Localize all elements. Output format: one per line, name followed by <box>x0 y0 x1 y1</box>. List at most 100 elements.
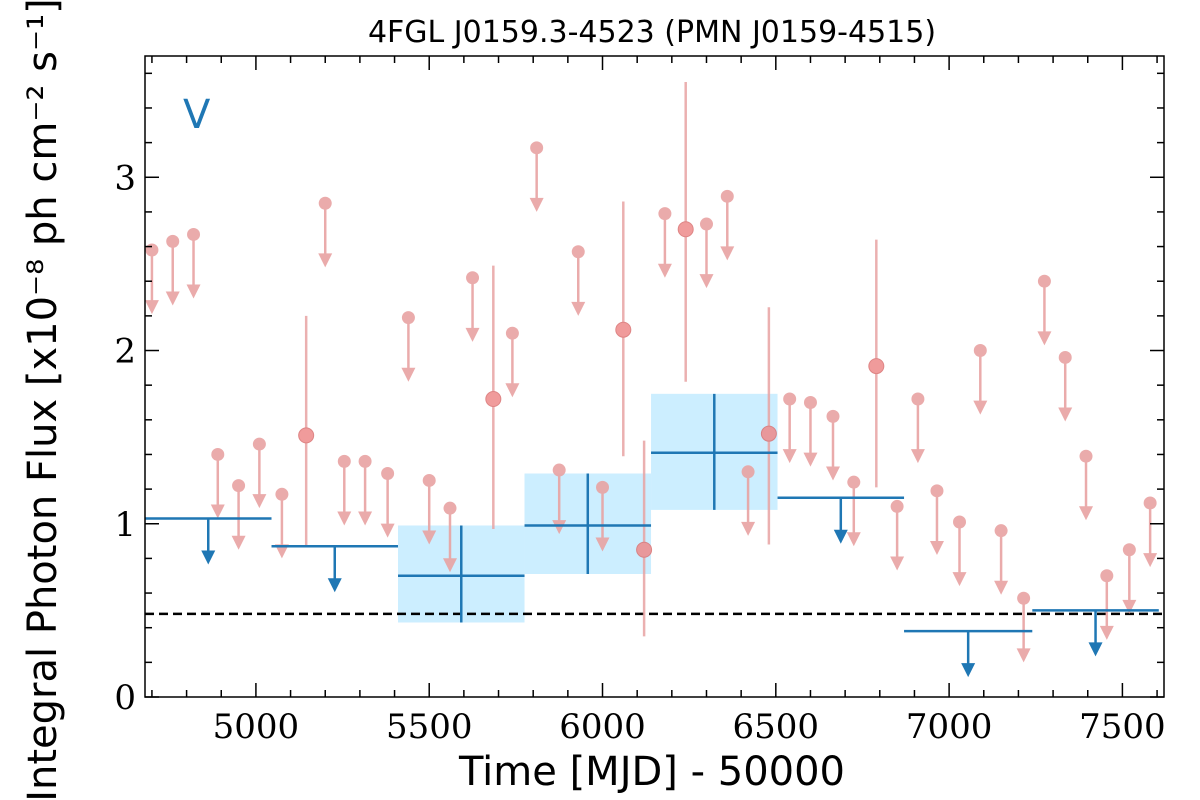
short-upper-limit <box>910 392 925 464</box>
short-upper-limit-head <box>825 466 840 481</box>
short-upper-limit-marker <box>1143 496 1157 510</box>
short-upper-limit <box>571 245 586 316</box>
short-upper-limit <box>825 409 840 481</box>
long-upper-limit-arrow <box>327 546 342 593</box>
short-upper-limit <box>1079 449 1094 521</box>
short-upper-limit-marker <box>699 217 713 231</box>
short-upper-limit-head <box>1122 599 1137 614</box>
y-axis-label: Integral Photon Flux [x10⁻⁸ ph cm⁻² s⁻¹] <box>20 0 66 800</box>
short-upper-limit <box>1037 274 1052 346</box>
short-upper-limit-marker <box>596 480 610 494</box>
x-tick-label: 5000 <box>213 707 300 747</box>
short-upper-limit <box>1099 569 1114 640</box>
short-upper-limit <box>252 437 267 509</box>
band-label: V <box>183 92 211 138</box>
short-upper-limit-marker <box>911 392 925 406</box>
x-tick-label: 6000 <box>559 707 646 747</box>
y-tick-label: 2 <box>114 332 136 372</box>
short-detection-marker <box>298 427 315 444</box>
long-upper-limit-arrow <box>1088 610 1103 657</box>
short-upper-limit <box>337 454 352 526</box>
short-upper-limit-marker <box>953 515 967 529</box>
short-detection <box>636 440 653 637</box>
short-upper-limit-marker <box>1100 569 1114 583</box>
short-upper-limit-marker <box>994 524 1008 538</box>
short-upper-limit <box>699 217 714 289</box>
short-upper-limit-head <box>994 580 1009 595</box>
short-upper-limit-marker <box>1017 591 1031 605</box>
long-upper-limit-arrow-head <box>833 529 848 544</box>
axis-ticks: 5000 5500 6000 6500 7000 7500 0 1 2 3 <box>114 56 1166 747</box>
short-upper-limit <box>443 501 458 573</box>
short-upper-limit-marker <box>1058 350 1072 364</box>
short-upper-limit-head <box>552 520 567 535</box>
short-upper-limit-marker <box>466 271 480 285</box>
long-upper-limit-arrow <box>961 631 976 678</box>
long-upper-limit-arrow-head <box>201 550 216 565</box>
short-upper-limit <box>465 271 480 342</box>
short-upper-limit-head <box>210 504 225 519</box>
short-upper-limit-head <box>337 511 352 526</box>
short-upper-limit <box>165 234 180 306</box>
short-upper-limit-head <box>318 253 333 268</box>
short-upper-limit-head <box>1037 331 1052 346</box>
short-upper-limit <box>210 447 225 519</box>
short-upper-limit-marker <box>552 463 566 477</box>
short-upper-limit <box>973 344 988 415</box>
short-detection <box>615 201 632 457</box>
x-tick-label: 7500 <box>1079 707 1166 747</box>
short-detection <box>298 315 315 547</box>
short-upper-limit-marker <box>252 437 266 451</box>
short-upper-limit-marker <box>318 196 332 210</box>
short-upper-limit-head <box>699 274 714 289</box>
short-upper-limit <box>846 475 861 547</box>
short-upper-limit-head <box>910 449 925 464</box>
short-upper-limit <box>929 484 944 555</box>
short-upper-limit-marker <box>847 475 861 489</box>
short-upper-limit-head <box>505 383 520 398</box>
short-upper-limit <box>720 189 735 261</box>
short-detection-marker <box>760 425 777 442</box>
short-upper-limit-head <box>1079 506 1094 521</box>
short-upper-limit-marker <box>401 311 415 325</box>
short-upper-limit <box>657 207 672 278</box>
short-upper-limit-marker <box>803 395 817 409</box>
short-upper-limit <box>890 499 905 571</box>
short-upper-limit-head <box>1058 407 1073 422</box>
short-upper-limit-head <box>358 511 373 526</box>
short-upper-limit-head <box>952 572 967 587</box>
short-upper-limit-head <box>657 263 672 278</box>
short-upper-limit-marker <box>337 454 351 468</box>
short-upper-limit-marker <box>232 479 246 493</box>
short-upper-limit-marker <box>187 227 201 241</box>
short-upper-limit <box>782 392 797 464</box>
short-upper-limit <box>741 465 756 536</box>
short-upper-limit-marker <box>211 447 225 461</box>
short-upper-limit-head <box>443 558 458 573</box>
short-upper-limit <box>186 227 201 299</box>
short-upper-limit-marker <box>166 234 180 248</box>
x-axis-label: Time [MJD] - 50000 <box>458 749 845 795</box>
short-detection <box>485 265 502 529</box>
short-upper-limit <box>529 141 544 212</box>
long-upper-limit-arrow <box>201 518 216 565</box>
plot-frame <box>144 55 1165 698</box>
short-upper-limit-head <box>1016 648 1031 663</box>
short-upper-limit-marker <box>1122 543 1136 557</box>
short-upper-limit <box>318 196 333 268</box>
short-upper-limit <box>595 480 610 552</box>
short-upper-limit-head <box>144 300 159 315</box>
short-upper-limit-marker <box>890 499 904 513</box>
short-detection-marker <box>485 391 502 408</box>
short-upper-limit-head <box>401 367 416 382</box>
short-upper-limit-marker <box>1079 449 1093 463</box>
short-upper-limit-marker <box>145 243 159 257</box>
short-upper-limit-marker <box>658 207 672 221</box>
short-upper-limit <box>1122 543 1137 614</box>
short-upper-limit-head <box>1099 625 1114 640</box>
short-detection-marker <box>677 221 694 238</box>
short-detection-marker <box>636 541 653 558</box>
short-upper-limit-head <box>741 521 756 536</box>
short-upper-limit-head <box>571 301 586 316</box>
short-upper-limit-marker <box>381 467 395 481</box>
